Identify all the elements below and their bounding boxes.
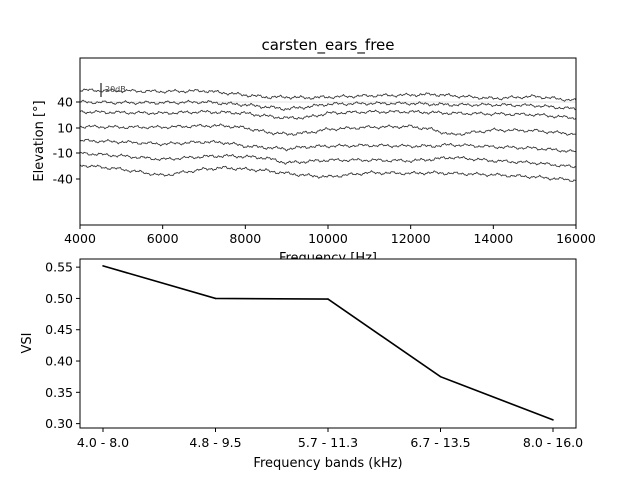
top-x-ticks: 4000 6000 8000 10000 12000 14000 16000: [64, 225, 596, 246]
y-tick-label: 10: [57, 121, 73, 136]
vsi-point: [214, 297, 217, 300]
bottom-subplot: 4.0 - 8.0 4.8 - 9.5 5.7 - 11.3 6.7 - 13.5 8.…: [20, 258, 583, 471]
y-tick-label: 0.55: [45, 260, 73, 275]
x-tick-label: 10000: [308, 231, 348, 246]
y-tick-label: -40: [53, 172, 73, 187]
x-tick-label: 8000: [229, 231, 261, 246]
x-tick-label: 4.0 - 8.0: [77, 435, 129, 450]
vsi-series: [102, 265, 554, 421]
bottom-x-label: Frequency bands (kHz): [253, 456, 402, 471]
vsi-point: [439, 375, 442, 378]
scale-bar-label: 20dB: [105, 85, 126, 94]
top-y-label: Elevation [°]: [32, 100, 47, 181]
x-tick-label: 16000: [556, 231, 596, 246]
elevation-trace: [79, 123, 576, 136]
elevation-trace: [79, 138, 577, 153]
elevation-trace: [79, 88, 577, 102]
vsi-point: [327, 298, 329, 300]
y-tick-label: 0.45: [45, 322, 73, 337]
y-tick-label: 0.35: [45, 385, 73, 400]
x-tick-label: 6000: [147, 231, 179, 246]
x-tick-label: 12000: [391, 231, 431, 246]
x-tick-label: 4000: [64, 231, 96, 246]
y-tick-label: -10: [53, 146, 73, 161]
x-tick-label: 5.7 - 11.3: [298, 435, 358, 450]
x-tick-label: 14000: [473, 231, 513, 246]
vsi-point: [102, 265, 104, 267]
x-tick-label: 4.8 - 9.5: [189, 435, 241, 450]
y-tick-label: 0.50: [45, 291, 73, 306]
y-tick-label: 0.40: [45, 354, 73, 369]
y-tick-label: 0.30: [45, 416, 73, 431]
top-title: carsten_ears_free: [261, 36, 394, 55]
x-tick-label: 6.7 - 13.5: [410, 435, 470, 450]
top-traces: [79, 88, 577, 182]
bottom-y-label: VSI: [20, 333, 35, 354]
bottom-axes-background: [80, 259, 576, 428]
bottom-x-ticks: 4.0 - 8.0 4.8 - 9.5 5.7 - 11.3 6.7 - 13.5 8.…: [77, 428, 583, 450]
elevation-trace: [79, 99, 577, 111]
vsi-point: [552, 419, 554, 421]
y-tick-label: 40: [57, 95, 73, 110]
bottom-y-ticks: 0.30 0.35 0.40 0.45 0.50 0.55: [45, 260, 80, 431]
elevation-trace: [79, 164, 577, 182]
elevation-trace: [79, 151, 577, 169]
x-tick-label: 8.0 - 16.0: [523, 435, 583, 450]
elevation-trace: [79, 109, 577, 120]
top-y-ticks: 40 10 -10 -40: [53, 95, 80, 187]
